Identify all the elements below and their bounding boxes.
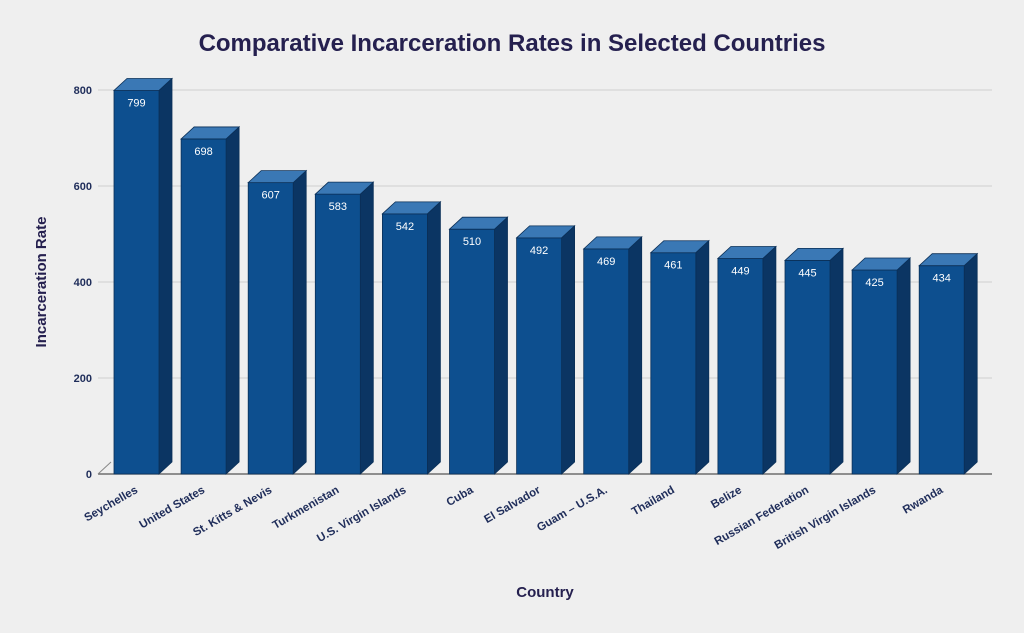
bar-side bbox=[695, 239, 710, 475]
bar-side bbox=[158, 77, 173, 475]
bar: 542 bbox=[381, 200, 442, 475]
bar-top bbox=[112, 78, 174, 91]
bar-front bbox=[516, 237, 562, 475]
bar-value-label: 461 bbox=[664, 260, 682, 272]
bar-front bbox=[583, 248, 630, 475]
bar-top bbox=[649, 240, 710, 254]
bar-top bbox=[448, 216, 509, 230]
bar-side bbox=[762, 245, 777, 475]
bar: 434 bbox=[918, 252, 979, 475]
bar-front bbox=[381, 213, 428, 475]
bar-top bbox=[314, 181, 375, 195]
bar-top bbox=[783, 247, 845, 261]
bar: 583 bbox=[314, 181, 375, 475]
bar: 461 bbox=[649, 239, 710, 475]
bar-value-label: 445 bbox=[798, 267, 816, 279]
bar-front bbox=[650, 252, 697, 475]
bar-value-label: 542 bbox=[396, 221, 414, 233]
bar: 469 bbox=[582, 235, 643, 475]
bar: 510 bbox=[448, 216, 509, 475]
bar-top bbox=[716, 246, 777, 259]
bar-front bbox=[314, 193, 361, 475]
y-tick-label: 200 bbox=[74, 373, 92, 385]
bar-side bbox=[561, 224, 575, 475]
bar-side bbox=[426, 200, 441, 475]
bar-top bbox=[247, 170, 308, 184]
y-tick-label: 800 bbox=[74, 85, 92, 97]
bar-side bbox=[628, 235, 643, 475]
axis-depth-line bbox=[97, 461, 112, 475]
x-axis-label: Country bbox=[516, 584, 574, 601]
bar-top bbox=[515, 225, 576, 239]
bar-top bbox=[582, 236, 643, 250]
bar-front bbox=[851, 269, 898, 475]
bar-value-label: 449 bbox=[731, 265, 749, 277]
bar-value-label: 510 bbox=[463, 236, 481, 248]
x-tick-label: Thailand bbox=[630, 484, 677, 518]
bar: 425 bbox=[851, 257, 912, 475]
bar-value-label: 583 bbox=[329, 201, 347, 213]
bar-front bbox=[180, 138, 227, 475]
x-tick-label: El Salvador bbox=[482, 484, 543, 526]
bar-value-label: 492 bbox=[530, 245, 548, 257]
bar-value-label: 425 bbox=[865, 277, 883, 289]
y-axis-label: Incarceration Rate bbox=[33, 217, 50, 348]
bar-value-label: 607 bbox=[262, 190, 280, 202]
bars: 799 698 607 583 542 510 492 469 461 449 445 425 434 bbox=[112, 77, 979, 475]
bar-top bbox=[918, 253, 979, 267]
bar: 698 bbox=[180, 126, 241, 475]
bar-top bbox=[851, 257, 912, 271]
bar-side bbox=[359, 181, 374, 475]
bar-side bbox=[292, 169, 307, 475]
bar-side bbox=[829, 247, 844, 475]
bar-front bbox=[247, 182, 294, 475]
bar-front bbox=[717, 258, 764, 475]
bar-front bbox=[784, 259, 831, 475]
x-tick-label: Cuba bbox=[445, 484, 476, 509]
bar-value-label: 698 bbox=[194, 146, 212, 158]
x-tick-label: Rwanda bbox=[901, 484, 946, 517]
bar-side bbox=[963, 252, 978, 475]
bar-value-label: 434 bbox=[933, 273, 951, 285]
x-tick-label: United States bbox=[137, 484, 207, 531]
bar: 799 bbox=[112, 77, 174, 475]
y-tick-label: 600 bbox=[74, 181, 92, 193]
bar-value-label: 469 bbox=[597, 256, 615, 268]
bar-top bbox=[180, 126, 241, 140]
bar: 445 bbox=[783, 247, 845, 475]
bar: 492 bbox=[515, 224, 576, 475]
bar-front bbox=[113, 90, 160, 475]
x-tick-label: Belize bbox=[709, 484, 744, 511]
bar-top bbox=[381, 201, 442, 215]
bar-side bbox=[494, 216, 508, 475]
y-tick-label: 400 bbox=[74, 277, 92, 289]
y-axis-ticks: 0 200 400 600 800 bbox=[74, 85, 92, 481]
x-tick-label: Guam – U.S.A. bbox=[535, 484, 610, 534]
bar: 449 bbox=[716, 245, 777, 475]
bar-side bbox=[225, 126, 240, 475]
bar-front bbox=[449, 228, 495, 475]
chart-title: Comparative Incarceration Rates in Selec… bbox=[198, 30, 826, 57]
bar-side bbox=[896, 257, 911, 475]
bar: 607 bbox=[247, 169, 308, 475]
bar-front bbox=[918, 265, 965, 475]
bar-value-label: 799 bbox=[127, 97, 145, 109]
y-tick-label: 0 bbox=[86, 469, 92, 481]
x-tick-label: Seychelles bbox=[82, 484, 140, 524]
